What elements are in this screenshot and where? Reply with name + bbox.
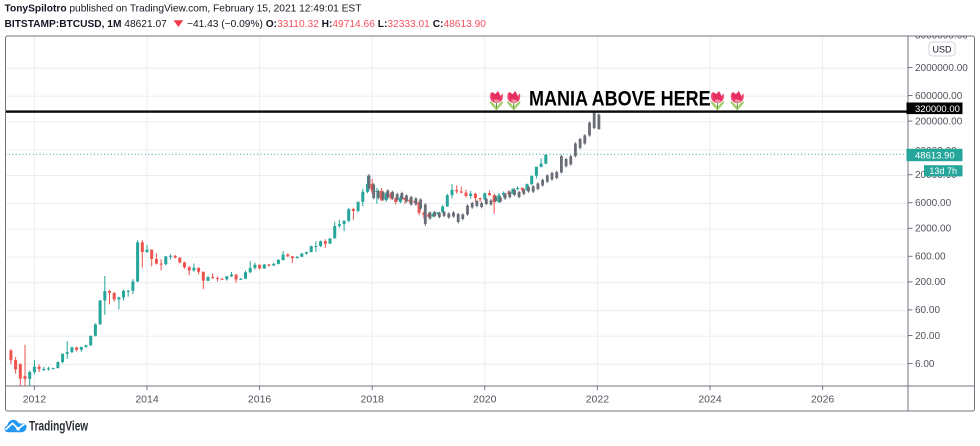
svg-text:USD: USD — [932, 44, 952, 54]
svg-text:2024: 2024 — [698, 393, 722, 405]
svg-text:2012: 2012 — [23, 393, 47, 405]
svg-text:2018: 2018 — [361, 393, 385, 405]
svg-text:2020: 2020 — [473, 393, 497, 405]
svg-text:600000.00: 600000.00 — [915, 91, 963, 102]
svg-text:2000000.00: 2000000.00 — [915, 63, 968, 74]
svg-text:8000000.00: 8000000.00 — [915, 31, 968, 42]
svg-text:13d 7h: 13d 7h — [929, 166, 957, 176]
svg-text:320000.00: 320000.00 — [915, 104, 960, 115]
svg-text:20.00: 20.00 — [915, 331, 940, 342]
svg-text:TonySpilotro published on Trad: TonySpilotro published on TradingView.co… — [5, 3, 362, 14]
svg-text:6.00: 6.00 — [915, 359, 935, 370]
svg-text:MANIA ABOVE HERE: MANIA ABOVE HERE — [529, 87, 711, 111]
svg-text:2000.00: 2000.00 — [915, 224, 952, 235]
svg-text:TradingView: TradingView — [29, 418, 89, 434]
svg-text:−41.43 (−0.09%) O:33110.32 H:4: −41.43 (−0.09%) O:33110.32 H:49714.66 L:… — [187, 19, 486, 30]
svg-text:600.00: 600.00 — [915, 252, 946, 263]
svg-text:2014: 2014 — [135, 393, 159, 405]
svg-text:60.00: 60.00 — [915, 305, 940, 316]
svg-text:200000.00: 200000.00 — [915, 116, 963, 127]
svg-text:BITSTAMP:BTCUSD, 1M 48621.07: BITSTAMP:BTCUSD, 1M 48621.07 — [5, 19, 168, 30]
svg-text:200.00: 200.00 — [915, 277, 946, 288]
svg-text:2026: 2026 — [811, 393, 835, 405]
svg-text:48613.90: 48613.90 — [915, 150, 955, 161]
svg-text:6000.00: 6000.00 — [915, 198, 952, 209]
svg-text:2022: 2022 — [586, 393, 610, 405]
svg-text:2016: 2016 — [248, 393, 272, 405]
